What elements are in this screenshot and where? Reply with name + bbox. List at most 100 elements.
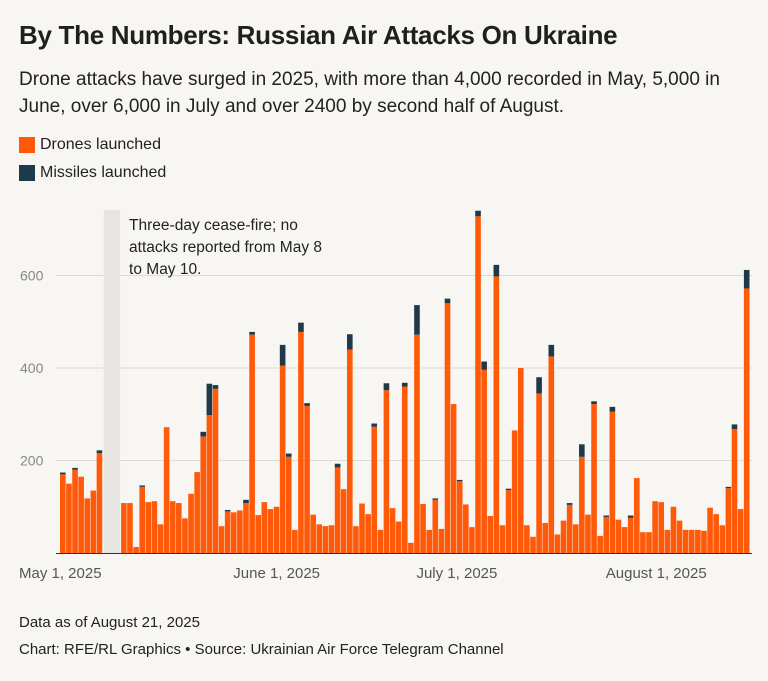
drone-bar-88: [597, 535, 603, 553]
drone-bar-35: [273, 506, 280, 553]
missile-bar-39: [298, 322, 304, 332]
drone-bar-5: [90, 490, 97, 553]
drone-bar-83: [566, 504, 573, 553]
drone-bar-24: [206, 415, 213, 553]
drone-bar-57: [408, 542, 414, 553]
missile-bar-25: [212, 385, 219, 389]
missile-bar-0: [60, 472, 66, 475]
drone-bar-32: [255, 515, 262, 553]
bar-chart: 200 400 600 May 1, 2025 June 1, 2025 July 1, …: [19, 210, 752, 582]
drone-bar-30: [243, 503, 249, 553]
drone-bar-23: [200, 436, 207, 553]
drone-bar-101: [676, 520, 683, 553]
missile-bar-83: [566, 503, 573, 505]
drone-bar-107: [713, 514, 719, 553]
missile-bar-36: [279, 344, 286, 366]
drone-bar-11: [127, 503, 133, 553]
drone-bar-64: [450, 404, 457, 553]
drone-bar-56: [401, 386, 408, 553]
drone-bar-47: [346, 349, 353, 553]
y-tick-label-600: 600: [20, 268, 44, 284]
y-tick-label-400: 400: [20, 360, 44, 376]
missile-bar-27: [224, 509, 231, 512]
drone-bar-50: [365, 514, 371, 553]
missile-bar-110: [731, 424, 738, 430]
drone-bar-85: [579, 456, 585, 553]
drone-bar-12: [133, 546, 139, 553]
missile-bar-56: [401, 382, 408, 387]
drone-bar-70: [487, 516, 494, 553]
missile-bar-2: [72, 467, 78, 470]
legend-swatch-drones: [19, 137, 35, 153]
missile-bar-13: [139, 485, 145, 487]
drone-bar-61: [432, 499, 439, 553]
drone-bar-16: [157, 524, 164, 553]
drone-bar-19: [176, 503, 182, 553]
drone-bar-37: [285, 456, 292, 553]
label-layer: 200 400 600 May 1, 2025 June 1, 2025 July 1, …: [19, 217, 707, 582]
missile-bar-53: [383, 383, 390, 391]
drone-bar-60: [426, 529, 432, 553]
drone-bar-100: [670, 506, 677, 553]
drone-bar-28: [230, 512, 237, 553]
missile-bar-24: [206, 383, 213, 416]
drone-bar-55: [395, 521, 402, 553]
missile-bar-80: [548, 344, 555, 357]
drone-bar-105: [701, 530, 707, 553]
drone-bar-1: [66, 483, 72, 553]
legend-label-missiles: Missiles launched: [40, 164, 167, 181]
annotation-line-0: Three-day cease-fire; no: [129, 217, 298, 234]
drone-bar-65: [456, 481, 463, 553]
missile-bar-93: [627, 515, 634, 518]
missile-bar-89: [603, 515, 610, 517]
source-credit: Chart: RFE/RL Graphics • Source: Ukraini…: [19, 641, 504, 658]
drone-bar-74: [511, 430, 518, 553]
missile-bar-51: [371, 423, 378, 427]
drone-bar-77: [530, 536, 536, 553]
drone-bar-48: [353, 526, 359, 553]
missile-bar-87: [591, 401, 597, 405]
drone-bar-63: [444, 303, 451, 553]
drone-bar-18: [169, 501, 176, 553]
drone-bar-17: [163, 427, 170, 553]
drone-bar-42: [316, 524, 323, 553]
missile-bar-30: [243, 499, 249, 504]
drone-bar-90: [609, 411, 616, 553]
legend: Drones launched Missiles launched: [19, 131, 166, 187]
chart-title: By The Numbers: Russian Air Attacks On U…: [19, 20, 618, 50]
missile-bar-45: [334, 463, 341, 468]
drone-bar-58: [414, 334, 420, 553]
drone-bar-111: [737, 509, 744, 553]
drone-bar-45: [334, 467, 341, 553]
drone-bar-62: [438, 528, 445, 553]
missile-bar-109: [725, 486, 732, 489]
drone-bar-104: [695, 529, 701, 553]
drone-bar-15: [151, 501, 158, 553]
drone-bar-27: [224, 511, 231, 553]
missile-bar-37: [285, 453, 292, 457]
legend-swatch-missiles: [19, 165, 35, 181]
drone-bar-68: [475, 216, 481, 554]
drone-bar-4: [84, 498, 91, 553]
missile-bar-23: [200, 431, 207, 437]
drone-bar-112: [743, 288, 750, 553]
drone-bar-93: [627, 517, 634, 553]
drone-bar-76: [524, 525, 530, 553]
drone-bar-20: [182, 518, 188, 553]
drone-bar-33: [261, 502, 268, 553]
missile-bar-61: [432, 498, 439, 500]
drone-bar-51: [371, 426, 378, 553]
drone-bar-59: [420, 503, 426, 553]
missile-bar-78: [536, 377, 542, 394]
drone-bar-10: [121, 503, 127, 553]
x-tick-label-1: June 1, 2025: [233, 565, 320, 582]
drone-bar-102: [682, 529, 689, 553]
missile-bar-31: [249, 331, 255, 335]
x-tick-label-3: August 1, 2025: [606, 565, 707, 582]
drone-bar-86: [585, 514, 591, 553]
drone-bar-73: [505, 490, 512, 553]
drone-bar-22: [194, 472, 200, 553]
missile-bar-63: [444, 298, 451, 304]
drone-bar-36: [279, 365, 286, 553]
missile-bar-65: [456, 479, 463, 482]
